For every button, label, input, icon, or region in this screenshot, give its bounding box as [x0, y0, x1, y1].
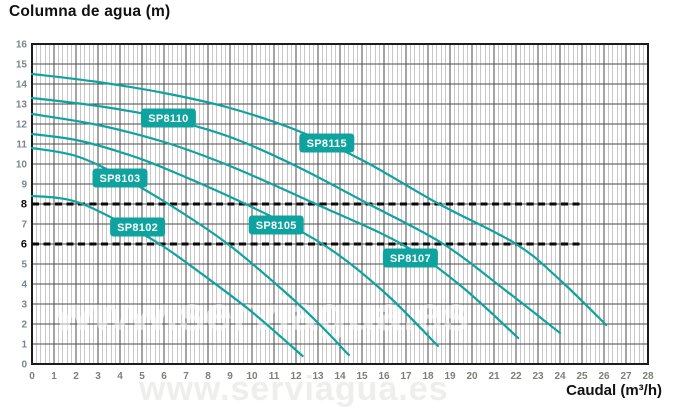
- svg-text:4: 4: [21, 280, 27, 291]
- svg-text:10: 10: [16, 160, 28, 171]
- svg-text:4: 4: [117, 371, 123, 382]
- svg-text:SP8110: SP8110: [148, 113, 188, 125]
- svg-text:15: 15: [356, 371, 368, 382]
- curve-label-SP8107: SP8107: [382, 248, 438, 268]
- svg-text:3: 3: [21, 300, 27, 311]
- svg-text:14: 14: [16, 80, 28, 91]
- svg-text:13: 13: [16, 100, 28, 111]
- svg-text:5: 5: [21, 260, 27, 271]
- svg-text:17: 17: [400, 371, 412, 382]
- svg-text:22: 22: [510, 371, 522, 382]
- svg-text:0: 0: [29, 371, 35, 382]
- svg-text:16: 16: [16, 40, 28, 51]
- svg-text:7: 7: [21, 220, 27, 231]
- svg-text:24: 24: [554, 371, 566, 382]
- svg-text:SP8105: SP8105: [256, 220, 297, 232]
- svg-text:2: 2: [21, 320, 27, 331]
- curve-SP8105: [30, 132, 439, 348]
- svg-text:7: 7: [183, 371, 189, 382]
- svg-text:8: 8: [21, 199, 27, 211]
- inner-watermark: www.serviagua.es: [54, 288, 469, 341]
- svg-text:6: 6: [21, 239, 27, 251]
- svg-text:9: 9: [227, 371, 233, 382]
- svg-text:8: 8: [205, 371, 211, 382]
- svg-text:SP8103: SP8103: [100, 173, 141, 185]
- svg-text:25: 25: [576, 371, 588, 382]
- svg-text:27: 27: [620, 371, 632, 382]
- svg-text:10: 10: [246, 371, 258, 382]
- svg-text:0: 0: [21, 360, 27, 371]
- svg-text:28: 28: [642, 371, 654, 382]
- svg-text:2: 2: [73, 371, 79, 382]
- watermark-text: www.serviagua.es: [139, 370, 449, 408]
- curve-SP8103: [30, 146, 350, 357]
- svg-text:9: 9: [21, 180, 27, 191]
- svg-text:26: 26: [598, 371, 610, 382]
- chart-title: Columna de agua (m): [9, 3, 171, 20]
- svg-text:SP8102: SP8102: [117, 222, 158, 234]
- svg-text:6: 6: [161, 371, 167, 382]
- svg-text:11: 11: [16, 140, 27, 151]
- svg-text:1: 1: [21, 340, 27, 351]
- svg-text:1: 1: [51, 371, 57, 382]
- svg-text:21: 21: [488, 371, 500, 382]
- svg-text:5: 5: [139, 371, 145, 382]
- svg-text:14: 14: [334, 371, 346, 382]
- svg-text:SP8107: SP8107: [390, 253, 431, 265]
- curve-label-SP8103: SP8103: [92, 168, 148, 188]
- x-axis-label: Caudal (m³/h): [566, 382, 662, 399]
- svg-text:15: 15: [16, 60, 28, 71]
- svg-text:3: 3: [95, 371, 101, 382]
- curve-label-SP8105: SP8105: [248, 215, 304, 235]
- curve-SP8110: [30, 96, 562, 335]
- svg-text:13: 13: [312, 371, 324, 382]
- svg-text:16: 16: [378, 371, 390, 382]
- svg-text:20: 20: [466, 371, 478, 382]
- curve-SP8107: [30, 112, 520, 340]
- svg-text:12: 12: [290, 371, 302, 382]
- svg-text:SP8115: SP8115: [307, 138, 347, 150]
- svg-text:11: 11: [269, 371, 280, 382]
- svg-text:12: 12: [16, 120, 28, 131]
- svg-text:18: 18: [422, 371, 434, 382]
- svg-text:19: 19: [444, 371, 456, 382]
- svg-text:23: 23: [532, 371, 544, 382]
- curve-label-SP8115: SP8115: [299, 133, 355, 153]
- curve-label-SP8102: SP8102: [110, 217, 166, 237]
- curve-label-SP8110: SP8110: [140, 108, 196, 128]
